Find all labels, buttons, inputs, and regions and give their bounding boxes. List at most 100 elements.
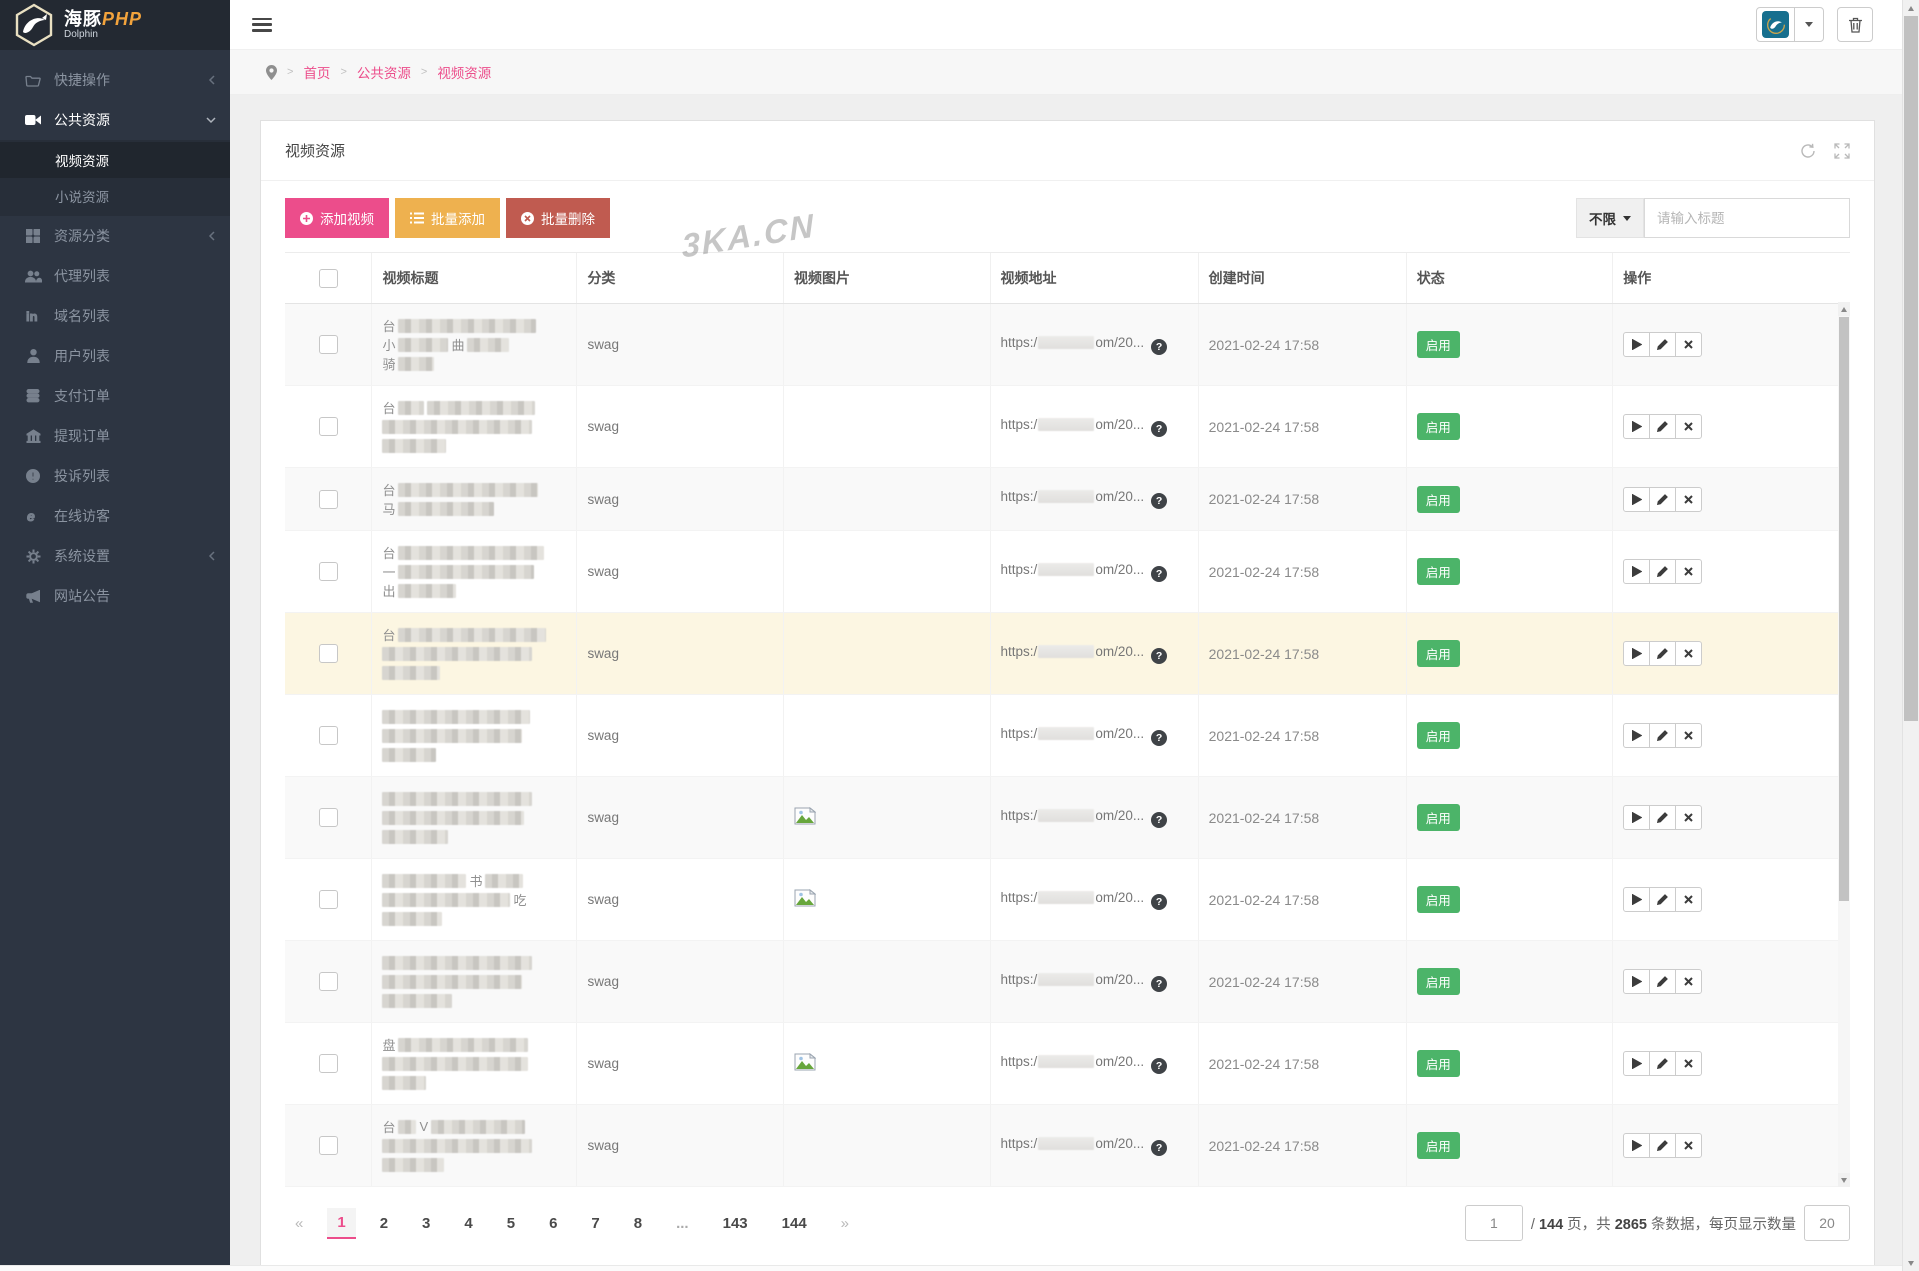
edit-button[interactable] bbox=[1649, 486, 1677, 512]
sidebar-item-domain-list[interactable]: in 域名列表 bbox=[0, 296, 230, 336]
help-icon[interactable]: ? bbox=[1151, 338, 1168, 355]
delete-button[interactable] bbox=[1675, 887, 1703, 912]
user-menu-button[interactable] bbox=[1756, 7, 1824, 42]
page-4[interactable]: 4 bbox=[464, 1214, 473, 1232]
window-scrollbar-thumb[interactable] bbox=[1904, 16, 1918, 721]
page-1[interactable]: 1 bbox=[327, 1207, 356, 1239]
batch-delete-button[interactable]: 批量删除 bbox=[506, 198, 610, 238]
refresh-icon[interactable] bbox=[1800, 143, 1816, 159]
batch-add-button[interactable]: 批量添加 bbox=[395, 198, 500, 238]
edit-button[interactable] bbox=[1649, 1133, 1677, 1158]
page-143[interactable]: 143 bbox=[722, 1214, 748, 1232]
delete-button[interactable] bbox=[1675, 641, 1703, 666]
edit-button[interactable] bbox=[1649, 641, 1677, 666]
play-button[interactable] bbox=[1623, 969, 1651, 994]
row-checkbox[interactable] bbox=[318, 489, 338, 509]
play-button[interactable] bbox=[1623, 332, 1651, 357]
help-icon[interactable]: ? bbox=[1151, 565, 1168, 582]
page-7[interactable]: 7 bbox=[591, 1214, 600, 1232]
sidebar-item-online-visitors[interactable]: e 在线访客 bbox=[0, 496, 230, 536]
sidebar-item-withdrawal-orders[interactable]: 提现订单 bbox=[0, 416, 230, 456]
breadcrumb-home[interactable]: 首页 bbox=[303, 66, 331, 81]
row-checkbox[interactable] bbox=[318, 972, 338, 991]
delete-button[interactable] bbox=[1675, 1051, 1703, 1076]
play-button[interactable] bbox=[1623, 1051, 1651, 1076]
sidebar-toggle-button[interactable] bbox=[252, 17, 272, 32]
row-checkbox[interactable] bbox=[318, 808, 338, 827]
edit-button[interactable] bbox=[1649, 805, 1677, 830]
page-8[interactable]: 8 bbox=[633, 1214, 643, 1232]
help-icon[interactable]: ? bbox=[1151, 729, 1168, 746]
help-icon[interactable]: ? bbox=[1151, 1057, 1168, 1074]
play-button[interactable] bbox=[1623, 723, 1651, 748]
page-2[interactable]: 2 bbox=[379, 1214, 389, 1232]
page-6[interactable]: 6 bbox=[549, 1214, 558, 1232]
delete-button[interactable] bbox=[1675, 1133, 1703, 1158]
page-size-input[interactable] bbox=[1804, 1205, 1850, 1241]
delete-button[interactable] bbox=[1675, 805, 1703, 830]
edit-button[interactable] bbox=[1649, 414, 1677, 439]
sidebar-item-quick-actions[interactable]: 快捷操作 bbox=[0, 60, 230, 100]
row-checkbox[interactable] bbox=[318, 417, 338, 436]
edit-button[interactable] bbox=[1649, 332, 1677, 357]
sidebar-item-user-list[interactable]: 用户列表 bbox=[0, 336, 230, 376]
edit-button[interactable] bbox=[1649, 723, 1677, 748]
help-icon[interactable]: ? bbox=[1151, 420, 1168, 437]
page-prev[interactable]: « bbox=[295, 1214, 304, 1232]
page-144[interactable]: 144 bbox=[781, 1214, 807, 1232]
scroll-up-arrow[interactable] bbox=[1838, 302, 1850, 316]
sidebar-item-system-settings[interactable]: 系统设置 bbox=[0, 536, 230, 576]
sidebar-item-site-announcements[interactable]: 网站公告 bbox=[0, 576, 230, 616]
delete-button[interactable] bbox=[1675, 414, 1703, 439]
play-button[interactable] bbox=[1623, 805, 1651, 830]
select-all-checkbox[interactable] bbox=[318, 268, 338, 288]
play-button[interactable] bbox=[1623, 486, 1651, 512]
page-5[interactable]: 5 bbox=[506, 1214, 516, 1232]
sidebar-item-novel-resources[interactable]: 小说资源 bbox=[55, 190, 109, 205]
edit-button[interactable] bbox=[1649, 887, 1677, 912]
delete-button[interactable] bbox=[1675, 723, 1703, 748]
sidebar-item-resource-categories[interactable]: 资源分类 bbox=[0, 216, 230, 256]
search-input[interactable] bbox=[1644, 198, 1850, 238]
breadcrumb-public-resources[interactable]: 公共资源 bbox=[356, 66, 411, 81]
sidebar-item-payment-orders[interactable]: 支付订单 bbox=[0, 376, 230, 416]
page-next[interactable]: » bbox=[840, 1214, 850, 1232]
window-scroll-up[interactable] bbox=[1903, 0, 1919, 16]
play-button[interactable] bbox=[1623, 559, 1651, 584]
help-icon[interactable]: ? bbox=[1151, 493, 1168, 509]
play-button[interactable] bbox=[1623, 1133, 1651, 1158]
help-icon[interactable]: ? bbox=[1151, 1139, 1168, 1156]
row-checkbox[interactable] bbox=[318, 890, 338, 909]
edit-button[interactable] bbox=[1649, 969, 1677, 994]
play-button[interactable] bbox=[1623, 414, 1651, 439]
help-icon[interactable]: ? bbox=[1151, 647, 1168, 664]
edit-button[interactable] bbox=[1649, 559, 1677, 584]
page-number-input[interactable] bbox=[1464, 1205, 1523, 1241]
add-video-button[interactable]: 添加视频 bbox=[285, 198, 389, 238]
table-scrollbar-thumb[interactable] bbox=[1839, 317, 1849, 902]
delete-button[interactable] bbox=[1675, 969, 1703, 994]
clear-cache-button[interactable] bbox=[1837, 7, 1873, 42]
sidebar-item-complaint-list[interactable]: 投诉列表 bbox=[0, 456, 230, 496]
row-checkbox[interactable] bbox=[318, 1136, 338, 1155]
fullscreen-icon[interactable] bbox=[1834, 142, 1850, 159]
delete-button[interactable] bbox=[1675, 486, 1703, 512]
row-checkbox[interactable] bbox=[318, 644, 338, 663]
row-checkbox[interactable] bbox=[318, 562, 338, 581]
sidebar-item-video-resources[interactable]: 视频资源 bbox=[0, 142, 230, 178]
help-icon[interactable]: ? bbox=[1151, 975, 1168, 992]
delete-button[interactable] bbox=[1675, 559, 1703, 584]
play-button[interactable] bbox=[1623, 887, 1651, 912]
edit-button[interactable] bbox=[1649, 1051, 1677, 1076]
play-button[interactable] bbox=[1623, 641, 1651, 666]
sidebar-item-public-resources[interactable]: 公共资源 bbox=[0, 100, 230, 140]
help-icon[interactable]: ? bbox=[1151, 893, 1168, 910]
breadcrumb-video-resources[interactable]: 视频资源 bbox=[437, 66, 492, 81]
delete-button[interactable] bbox=[1675, 332, 1703, 357]
row-checkbox[interactable] bbox=[318, 726, 338, 745]
scroll-down-arrow[interactable] bbox=[1838, 1173, 1850, 1187]
page-3[interactable]: 3 bbox=[422, 1214, 431, 1232]
row-checkbox[interactable] bbox=[318, 335, 338, 354]
row-checkbox[interactable] bbox=[318, 1054, 338, 1073]
category-filter-dropdown[interactable]: 不限 bbox=[1576, 198, 1644, 238]
